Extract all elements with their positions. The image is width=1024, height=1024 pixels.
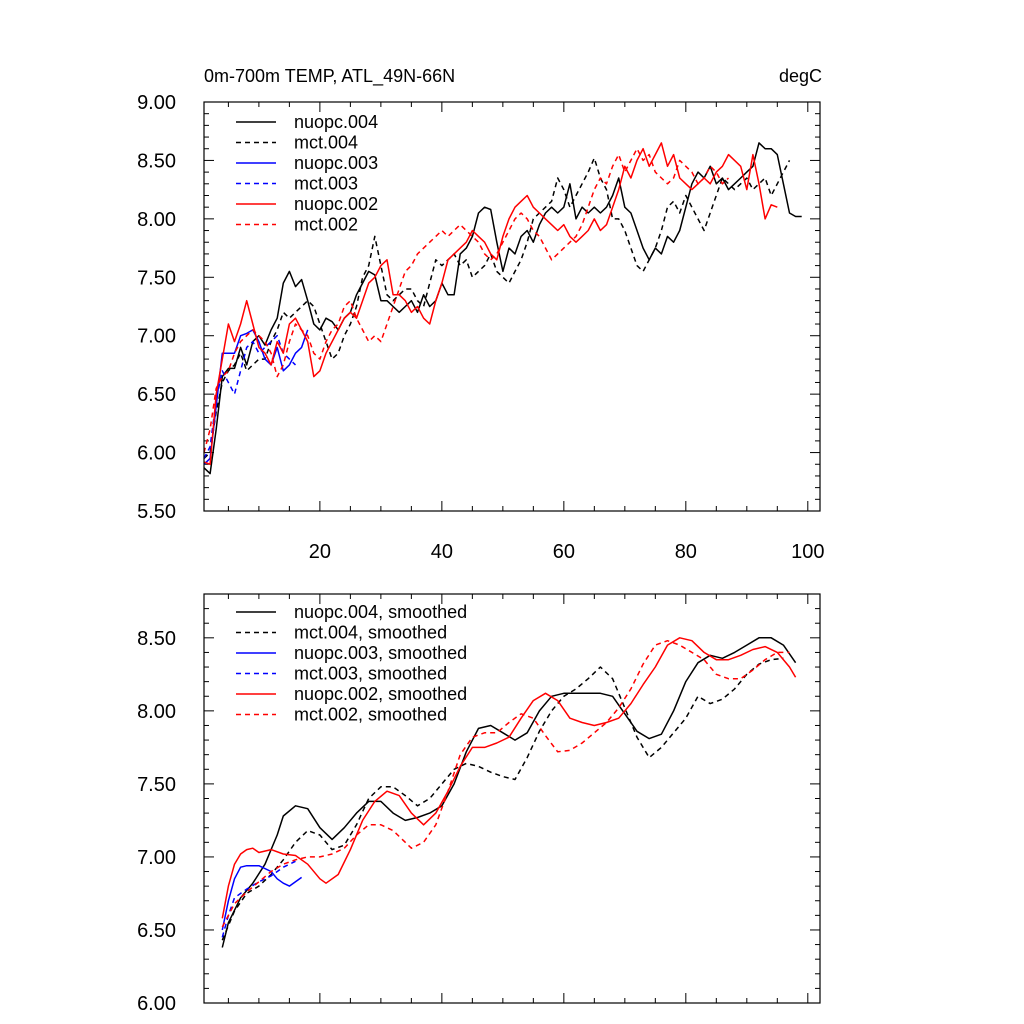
y-tick-label: 8.00 [137, 209, 176, 231]
y-tick-label: 5.50 [137, 501, 176, 523]
x-tick-label: 60 [553, 541, 575, 563]
legend-label: mct.004 [294, 133, 358, 153]
y-tick-label: 6.00 [137, 443, 176, 465]
series-line-mct-003-smoothed [221, 860, 296, 938]
y-tick-label: 7.00 [137, 326, 176, 348]
series-line-mct-002 [203, 147, 730, 453]
chart-units: degC [779, 66, 822, 86]
bottom-series-group [221, 637, 797, 948]
y-tick-label: 6.50 [137, 384, 176, 406]
series-line-nuopc-002 [203, 142, 778, 466]
series-line-nuopc-002-smoothed [221, 637, 797, 919]
y-tick-label: 8.00 [137, 701, 176, 723]
legend-label: mct.002, smoothed [294, 705, 447, 725]
legend-label: nuopc.002, smoothed [294, 684, 467, 704]
series-line-nuopc-004-smoothed [221, 637, 797, 948]
legend-label: nuopc.004, smoothed [294, 602, 467, 622]
x-tick-label: 20 [309, 541, 331, 563]
y-tick-label: 7.50 [137, 267, 176, 289]
x-tick-label: 40 [431, 541, 453, 563]
legend-label: mct.003, smoothed [294, 664, 447, 684]
y-tick-label: 6.50 [137, 920, 176, 942]
legend-label: mct.004, smoothed [294, 623, 447, 643]
x-tick-label: 100 [791, 541, 824, 563]
series-line-nuopc-003-smoothed [221, 864, 303, 931]
panel-top: 0m-700m TEMP, ATL_49N-66N degC 5.50 6.00 6… [137, 66, 824, 563]
y-tick-label: 6.00 [137, 993, 176, 1015]
bottom-plot-frame [203, 593, 821, 1004]
y-tick-label: 7.50 [137, 774, 176, 796]
panel-bottom: 6.00 6.50 7.00 7.50 8.00 8.50 nuopc.004, smoo… [137, 593, 821, 1015]
chart-title: 0m-700m TEMP, ATL_49N-66N [204, 66, 455, 87]
y-tick-label: 7.00 [137, 847, 176, 869]
series-line-mct-003 [203, 334, 297, 459]
x-tick-label: 80 [675, 541, 697, 563]
y-tick-label: 9.00 [137, 92, 176, 114]
series-line-mct-004 [203, 157, 791, 459]
top-series-group [203, 142, 802, 475]
y-tick-label: 8.50 [137, 150, 176, 172]
legend-label: mct.003 [294, 174, 358, 194]
series-line-nuopc-004 [203, 142, 802, 475]
top-axes: 5.50 6.00 6.50 7.00 7.50 8.00 8.50 9.00 20 40 60 80… [137, 92, 824, 563]
bottom-axes: 6.00 6.50 7.00 7.50 8.00 8.50 [137, 593, 820, 1015]
y-tick-label: 8.50 [137, 628, 176, 650]
legend-label: nuopc.002 [294, 194, 378, 214]
top-legend: nuopc.004mct.004nuopc.003mct.003nuopc.00… [236, 112, 378, 235]
legend-label: nuopc.004 [294, 112, 378, 132]
top-plot-frame [203, 101, 821, 512]
legend-label: nuopc.003, smoothed [294, 643, 467, 663]
legend-label: nuopc.003 [294, 153, 378, 173]
legend-label: mct.002 [294, 215, 358, 235]
